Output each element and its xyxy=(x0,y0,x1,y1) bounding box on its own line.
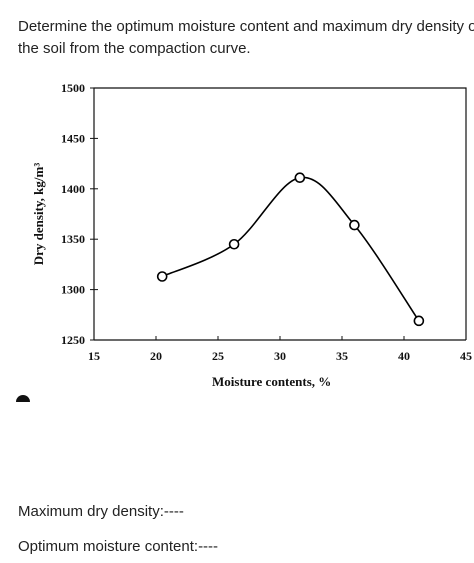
answer-line: Optimum moisture content:---- xyxy=(18,538,218,555)
curve xyxy=(161,176,420,322)
y-tick-label: 1250 xyxy=(61,333,85,347)
y-tick-label: 1300 xyxy=(61,283,85,297)
x-axis-label: Moisture contents, % xyxy=(212,374,331,389)
icon xyxy=(16,395,30,402)
point xyxy=(413,315,425,327)
x-tick-label: 20 xyxy=(150,349,162,363)
x-tick-label: 35 xyxy=(336,349,348,363)
y-tick-label: 1500 xyxy=(61,81,85,95)
x-tick-label: 45 xyxy=(460,349,472,363)
y-tick-label: 1350 xyxy=(61,232,85,246)
x-tick-label: 15 xyxy=(88,349,100,363)
y-tick-label: 1450 xyxy=(61,131,85,145)
point xyxy=(228,238,240,250)
point xyxy=(294,172,306,184)
y-axis-label: Dry density, kg/m³ xyxy=(31,163,46,266)
point xyxy=(156,271,168,282)
answer-line: Maximum dry density:---- xyxy=(18,503,184,520)
question-line: the soil from the compaction curve. xyxy=(18,40,251,57)
x-tick-label: 30 xyxy=(274,349,286,363)
x-tick-label: 25 xyxy=(212,349,224,363)
question-line: Determine the optimum moisture content a… xyxy=(18,18,474,35)
point xyxy=(349,219,360,231)
x-tick-label: 40 xyxy=(398,349,410,363)
plot-frame xyxy=(93,87,467,340)
y-tick-label: 1400 xyxy=(61,182,85,196)
